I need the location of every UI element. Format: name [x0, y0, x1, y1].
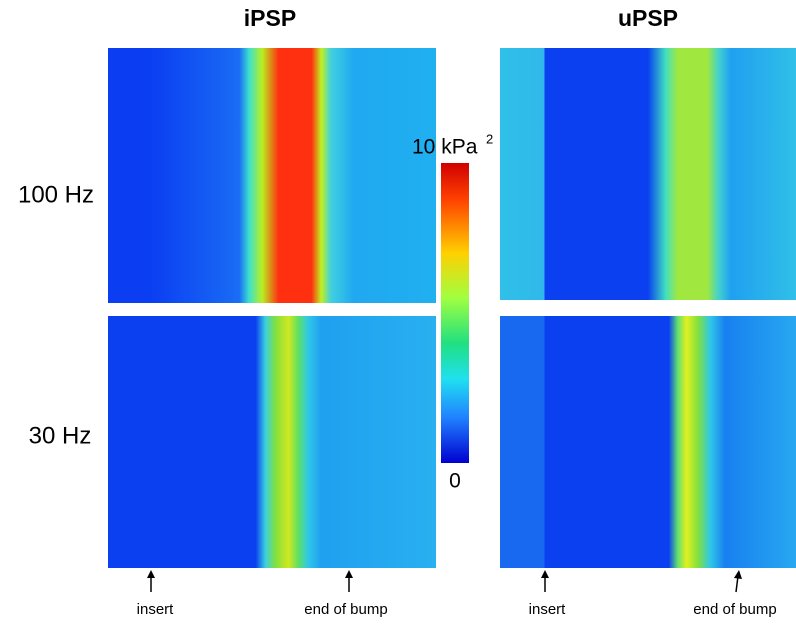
column-title: uPSP [618, 5, 678, 31]
heatmap [108, 48, 436, 303]
colorbar-min: 0 [449, 470, 461, 493]
heatmap [500, 48, 796, 300]
heatmap [108, 316, 436, 568]
arrow [541, 570, 549, 592]
marker-label: insert [529, 601, 567, 618]
colorbar [441, 163, 469, 463]
heatmap [500, 316, 796, 568]
marker-label: end of bump [304, 601, 387, 618]
row-label: 100 Hz [18, 181, 94, 208]
marker-label: insert [137, 601, 175, 618]
arrow [734, 570, 742, 593]
row-label: 30 Hz [29, 422, 92, 449]
colorbar-max-sup: 2 [486, 131, 493, 146]
marker-label: end of bump [693, 601, 776, 618]
arrow [345, 570, 353, 592]
colorbar-max: 10 kPa [412, 136, 478, 159]
arrow [147, 570, 155, 592]
column-title: iPSP [244, 5, 296, 31]
